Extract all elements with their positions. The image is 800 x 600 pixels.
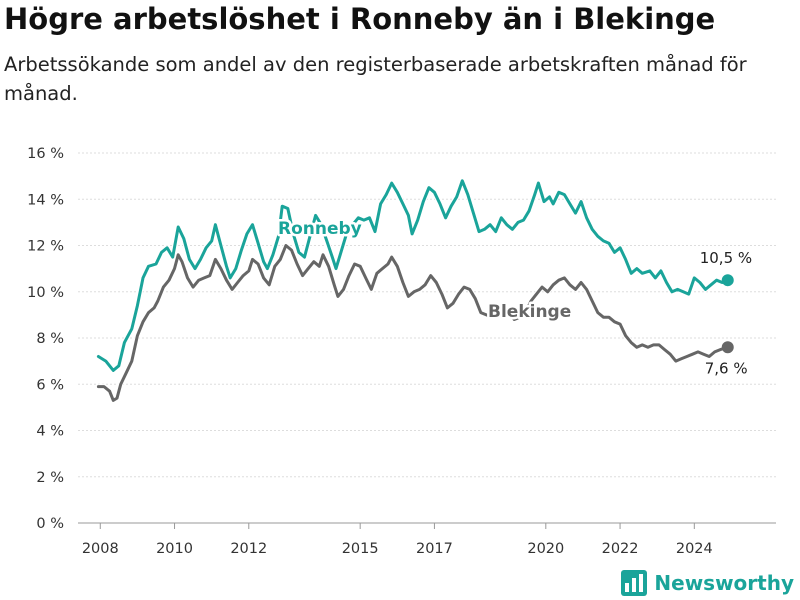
y-tick-label: 6 % bbox=[36, 377, 64, 393]
y-tick-label: 10 % bbox=[27, 285, 64, 301]
series-label-blekinge: Blekinge bbox=[488, 302, 571, 322]
newsworthy-logo[interactable]: Newsworthy bbox=[621, 570, 794, 596]
x-tick-label: 2008 bbox=[82, 541, 119, 557]
series-lines bbox=[96, 178, 734, 403]
end-point-blekinge bbox=[721, 341, 734, 354]
series-line-blekinge bbox=[96, 244, 730, 402]
y-axis-tick-labels: 0 % 2 % 4 % 6 % 8 % 10 % 12 % 14 % 16 % bbox=[27, 146, 64, 532]
series-label-blekinge-halo: Blekinge bbox=[488, 302, 571, 322]
chart-title: Högre arbetslöshet i Ronneby än i Blekin… bbox=[4, 2, 716, 36]
end-point-ronneby bbox=[721, 274, 734, 287]
end-value-blekinge: 7,6 % bbox=[705, 359, 748, 377]
y-tick-label: 16 % bbox=[27, 146, 64, 162]
series-label-ronneby: Ronneby bbox=[278, 219, 362, 239]
series-label-ronneby-halo: Ronneby bbox=[278, 219, 362, 239]
x-tick-label: 2017 bbox=[416, 541, 453, 557]
x-tick-label: 2020 bbox=[527, 541, 564, 557]
gridlines bbox=[78, 152, 776, 524]
y-tick-label: 14 % bbox=[27, 192, 64, 208]
bar-chart-logo-icon bbox=[621, 570, 648, 596]
y-tick-label: 2 % bbox=[36, 470, 64, 486]
x-axis: 2008 2010 2012 2015 2017 2020 2022 2024 bbox=[82, 523, 713, 557]
series-line-ronneby bbox=[96, 179, 730, 372]
chart-subtitle: Arbetssökande som andel av den registerb… bbox=[4, 53, 747, 105]
y-tick-label: 0 % bbox=[36, 516, 64, 532]
x-tick-label: 2012 bbox=[230, 541, 267, 557]
x-tick-label: 2010 bbox=[156, 541, 193, 557]
x-tick-label: 2022 bbox=[602, 541, 639, 557]
brand-name: Newsworthy bbox=[654, 571, 794, 595]
x-tick-label: 2015 bbox=[342, 541, 379, 557]
y-tick-label: 12 % bbox=[27, 239, 64, 255]
x-tick-label: 2024 bbox=[676, 541, 713, 557]
end-value-ronneby: 10,5 % bbox=[700, 249, 752, 267]
y-tick-label: 4 % bbox=[36, 424, 64, 440]
y-tick-label: 8 % bbox=[36, 331, 64, 347]
